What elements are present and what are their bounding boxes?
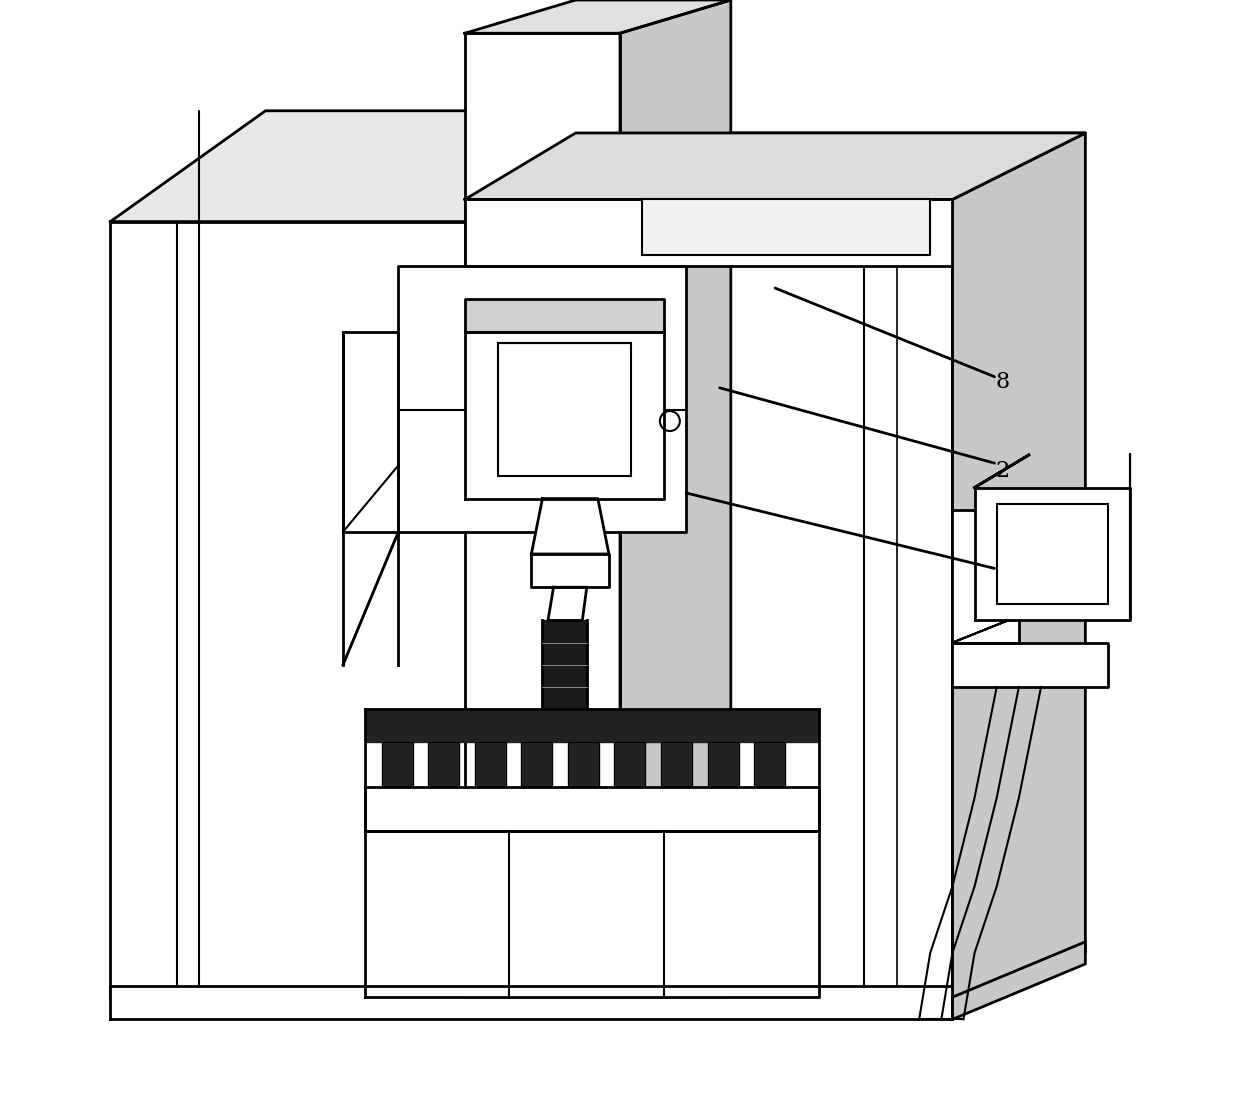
Polygon shape	[975, 454, 1030, 488]
Text: 8: 8	[996, 371, 1009, 393]
Polygon shape	[110, 222, 487, 997]
Polygon shape	[952, 643, 1107, 687]
Polygon shape	[343, 532, 398, 665]
Polygon shape	[615, 742, 646, 787]
Polygon shape	[428, 742, 459, 787]
Polygon shape	[521, 742, 552, 787]
Polygon shape	[642, 199, 930, 255]
Polygon shape	[952, 510, 1019, 643]
Polygon shape	[343, 332, 398, 532]
Polygon shape	[952, 620, 1008, 643]
Text: 2: 2	[996, 460, 1009, 482]
Polygon shape	[661, 742, 692, 787]
Polygon shape	[398, 266, 687, 532]
Polygon shape	[465, 33, 620, 997]
Polygon shape	[620, 133, 1085, 199]
Polygon shape	[754, 742, 785, 787]
Polygon shape	[465, 332, 665, 499]
Polygon shape	[465, 133, 1085, 199]
Polygon shape	[365, 831, 820, 997]
Polygon shape	[365, 709, 820, 742]
Polygon shape	[952, 942, 1085, 1019]
Polygon shape	[465, 199, 952, 266]
Polygon shape	[110, 111, 642, 222]
Polygon shape	[532, 499, 609, 554]
Polygon shape	[620, 0, 730, 997]
Polygon shape	[365, 787, 820, 831]
Text: 1: 1	[996, 565, 1009, 587]
Bar	[908, 220, 932, 233]
Polygon shape	[382, 742, 413, 787]
Polygon shape	[465, 0, 730, 33]
Bar	[498, 343, 631, 476]
Polygon shape	[542, 620, 587, 709]
Polygon shape	[532, 554, 609, 587]
Polygon shape	[548, 587, 587, 620]
Polygon shape	[620, 199, 952, 997]
Bar	[997, 504, 1107, 604]
Polygon shape	[568, 742, 599, 787]
Polygon shape	[110, 986, 952, 1019]
Polygon shape	[465, 299, 665, 332]
Polygon shape	[975, 488, 1130, 620]
Polygon shape	[708, 742, 739, 787]
Polygon shape	[952, 133, 1085, 997]
Polygon shape	[487, 111, 642, 997]
Polygon shape	[475, 742, 506, 787]
